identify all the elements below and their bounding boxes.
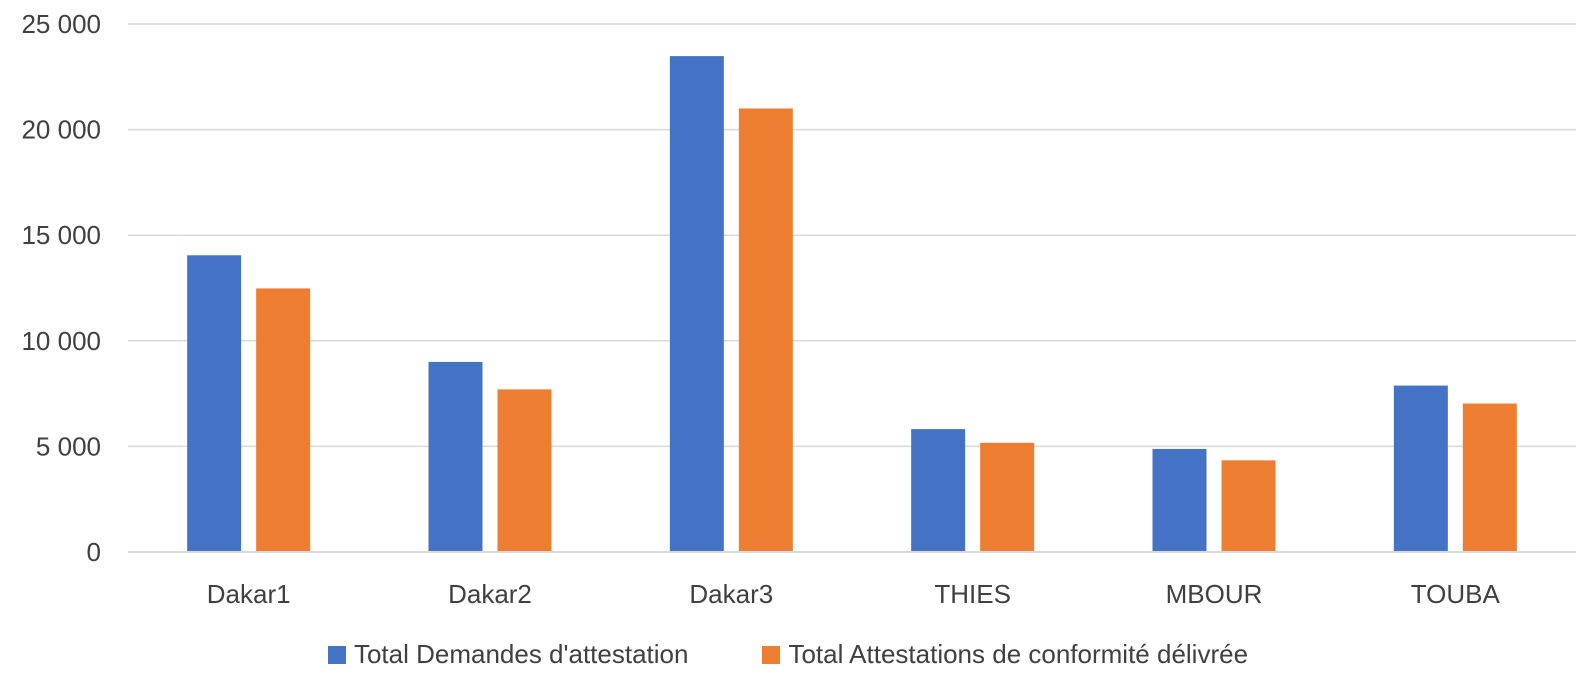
bar-demandes-dakar1	[187, 255, 242, 553]
legend-label-demandes: Total Demandes d'attestation	[353, 639, 689, 669]
bar-demandes-touba	[1393, 385, 1448, 552]
y-tick-label: 5 000	[36, 431, 101, 461]
x-tick-label: MBOUR	[1166, 579, 1263, 609]
bar-attestations-thies	[980, 442, 1035, 552]
legend-swatch-attestations	[762, 645, 781, 664]
x-tick-label: THIES	[934, 579, 1011, 609]
bar-chart: 0 5 000 10 000 15 000 20 000 25 000 Dakar1 Daka…	[21, 9, 1576, 609]
legend-label-attestations: Total Attestations de conformité délivré…	[788, 639, 1249, 669]
x-tick-label: Dakar2	[448, 579, 532, 609]
y-tick-label: 0	[87, 537, 101, 567]
bar-attestations-mbour	[1221, 460, 1276, 552]
bar-demandes-dakar2	[428, 361, 483, 552]
y-tick-label: 10 000	[21, 326, 101, 356]
y-tick-label: 25 000	[21, 9, 101, 39]
x-tick-label: Dakar1	[207, 579, 291, 609]
y-tick-label: 15 000	[21, 220, 101, 250]
legend: Total Demandes d'attestation Total Attes…	[0, 636, 1576, 673]
bar-demandes-mbour	[1152, 448, 1207, 552]
legend-item-attestations: Total Attestations de conformité délivré…	[762, 639, 1248, 670]
bar-demandes-dakar3	[669, 56, 724, 552]
bar-attestations-touba	[1462, 403, 1517, 552]
bar-attestations-dakar1	[256, 288, 311, 552]
bar-attestations-dakar2	[497, 389, 552, 552]
legend-item-demandes: Total Demandes d'attestation	[327, 639, 689, 670]
legend-swatch-demandes	[327, 645, 346, 664]
x-tick-label: Dakar3	[689, 579, 773, 609]
bar-attestations-dakar3	[738, 108, 793, 552]
bar-demandes-thies	[911, 429, 966, 552]
y-tick-label: 20 000	[21, 115, 101, 145]
x-tick-label: TOUBA	[1411, 579, 1501, 609]
